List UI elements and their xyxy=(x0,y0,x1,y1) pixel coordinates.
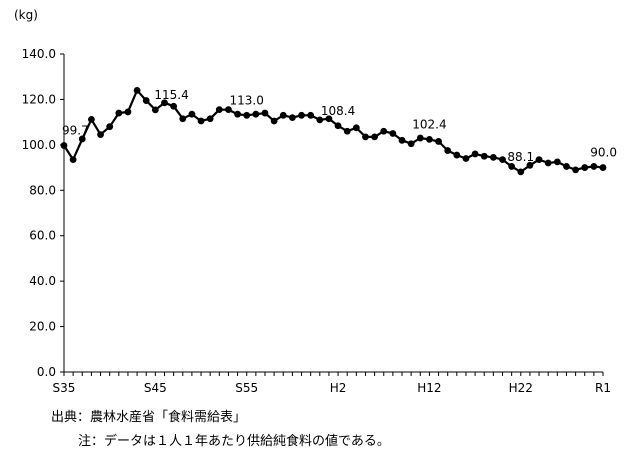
data-point xyxy=(133,86,141,94)
data-point xyxy=(343,127,351,135)
data-point xyxy=(142,97,150,104)
data-point xyxy=(78,135,86,143)
data-point xyxy=(60,142,68,149)
x-tick-label: S55 xyxy=(235,381,258,395)
data-point xyxy=(197,117,205,125)
data-point xyxy=(426,136,433,143)
data-label: 115.4 xyxy=(154,88,188,102)
y-tick-label: 120.0 xyxy=(22,92,56,106)
data-point xyxy=(170,102,178,110)
data-point xyxy=(398,136,406,144)
data-point xyxy=(188,110,196,118)
data-point xyxy=(362,133,369,141)
data-point xyxy=(352,124,360,132)
data-point xyxy=(161,99,168,107)
data-point xyxy=(526,161,534,169)
data-point xyxy=(298,111,305,119)
data-point xyxy=(599,164,607,171)
data-point xyxy=(124,108,132,116)
source-note: 出典：農林水産省「食料需給表」 xyxy=(51,410,247,425)
data-point xyxy=(270,117,278,125)
x-tick-label: H2 xyxy=(330,381,347,395)
data-point xyxy=(480,152,488,160)
data-note: 注：データは１人１年あたり供給純食料の値である。 xyxy=(78,434,390,449)
data-point xyxy=(499,156,506,164)
data-point xyxy=(115,109,123,117)
data-point xyxy=(553,158,561,166)
data-point xyxy=(581,164,589,171)
y-tick-label: 20.0 xyxy=(29,320,56,334)
data-label: 88.1 xyxy=(507,150,534,164)
y-tick-label: 100.0 xyxy=(22,138,56,152)
x-tick-label: R1 xyxy=(595,381,611,395)
data-point xyxy=(179,115,187,123)
data-point xyxy=(435,138,442,145)
line-chart: 0.0 20.0 40.0 60.0 80.0 100.0 120.0 140.0 S35 S45… xyxy=(22,47,617,395)
data-point xyxy=(544,159,552,167)
x-tick-label: H12 xyxy=(417,381,441,395)
x-tick-label: H22 xyxy=(509,381,533,395)
x-tick-label: S45 xyxy=(144,381,167,395)
data-point xyxy=(288,114,296,121)
data-label: 99.7 xyxy=(62,124,89,138)
data-point xyxy=(279,111,287,119)
data-label: 113.0 xyxy=(230,93,264,107)
data-point xyxy=(471,150,479,158)
data-label: 102.4 xyxy=(412,117,446,131)
y-tick-label: 60.0 xyxy=(29,229,56,243)
x-tick-label: S35 xyxy=(53,381,76,395)
data-point xyxy=(325,115,333,123)
data-point xyxy=(371,133,379,141)
data-point xyxy=(334,122,342,130)
data-point xyxy=(489,153,497,161)
data-label: 90.0 xyxy=(590,146,617,160)
data-point xyxy=(590,163,598,170)
data-point xyxy=(234,110,241,118)
data-point xyxy=(416,134,424,142)
data-point xyxy=(97,131,104,139)
data-point xyxy=(444,147,452,154)
data-point xyxy=(563,163,570,170)
data-point xyxy=(225,106,232,114)
data-point xyxy=(151,106,159,114)
y-tick-label: 80.0 xyxy=(29,183,56,197)
data-point xyxy=(206,115,214,123)
data-point xyxy=(243,111,251,119)
data-point xyxy=(215,106,223,114)
data-point xyxy=(389,130,397,137)
data-point xyxy=(106,123,114,131)
y-tick-label: 40.0 xyxy=(29,274,56,288)
data-point xyxy=(316,116,324,124)
data-point xyxy=(453,151,461,159)
data-point xyxy=(88,116,95,123)
data-point xyxy=(462,155,470,162)
data-point xyxy=(535,156,543,164)
y-tick-label: 140.0 xyxy=(22,47,56,61)
data-point xyxy=(380,127,388,135)
data-point xyxy=(69,156,77,164)
data-point xyxy=(252,110,260,118)
data-point xyxy=(407,140,415,148)
data-point xyxy=(261,109,269,117)
data-label: 108.4 xyxy=(321,104,355,118)
data-point xyxy=(572,166,579,174)
data-point xyxy=(508,163,516,170)
data-point xyxy=(307,111,315,119)
data-point xyxy=(517,168,525,176)
y-tick-label: 0.0 xyxy=(37,365,56,379)
y-axis-unit-label: (kg) xyxy=(14,8,38,22)
